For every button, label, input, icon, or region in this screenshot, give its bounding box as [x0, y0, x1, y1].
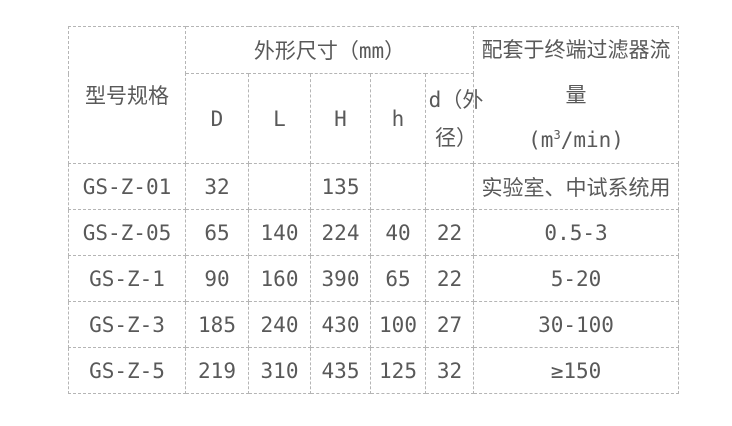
dim-cell-L: 160: [248, 255, 311, 302]
spec-table-container: 型号规格 外形尺寸（mm） 配套于终端过滤器流量 (m3/min) D L H …: [68, 26, 680, 394]
dimensions-group-header-cell: 外形尺寸（mm）: [184, 26, 475, 74]
dim-col-header-D: D: [185, 73, 249, 164]
dim-cell-d: 22: [424, 255, 475, 302]
dim-col-header-h: h: [370, 73, 426, 164]
dim-cell-h: 100: [370, 301, 426, 348]
flow-header-unit: (m3/min): [474, 118, 678, 163]
table-row: GS-Z-5 219 310 435 125 32 ≥150: [68, 347, 680, 394]
dim-cell-H: 135: [310, 163, 371, 210]
dim-cell-L: 140: [248, 209, 311, 256]
dim-cell-D: 219: [185, 347, 249, 394]
model-cell: GS-Z-3: [68, 301, 186, 348]
model-cell: GS-Z-05: [68, 209, 186, 256]
dim-cell-D: 32: [185, 163, 249, 210]
table-row: GS-Z-3 185 240 430 100 27 30-100: [68, 301, 680, 348]
header-row-1: 型号规格 外形尺寸（mm） 配套于终端过滤器流量 (m3/min): [68, 26, 680, 164]
dim-cell-L: 240: [248, 301, 311, 348]
flow-cell: 实验室、中试系统用: [473, 163, 680, 210]
dim-col-header-d: d（外径）: [424, 73, 483, 164]
dim-cell-D: 185: [185, 301, 249, 348]
dim-cell-H: 224: [310, 209, 371, 256]
dim-cell-L: 310: [248, 347, 311, 394]
flow-cell: 30-100: [473, 301, 680, 348]
spec-table: 型号规格 外形尺寸（mm） 配套于终端过滤器流量 (m3/min) D L H …: [68, 26, 680, 394]
header-row-2: D L H h d（外径）: [69, 73, 679, 164]
dim-cell-H: 435: [310, 347, 371, 394]
dim-cell-h: [370, 163, 426, 210]
dim-col-header-L: L: [248, 73, 311, 164]
model-cell: GS-Z-01: [68, 163, 186, 210]
flow-unit-superscript: 3: [553, 127, 561, 142]
flow-header-title: 配套于终端过滤器流量: [481, 37, 671, 107]
dim-cell-h: 40: [370, 209, 426, 256]
model-cell: GS-Z-5: [68, 347, 186, 394]
dim-cell-L: [248, 163, 311, 210]
flow-unit-prefix: (m: [528, 127, 554, 152]
flow-unit-suffix: /min): [560, 127, 624, 152]
flow-header-cell: 配套于终端过滤器流量 (m3/min): [473, 26, 680, 164]
flow-cell: ≥150: [473, 347, 680, 394]
dim-cell-D: 90: [185, 255, 249, 302]
model-cell: GS-Z-1: [68, 255, 186, 302]
dim-cell-d: 22: [424, 209, 475, 256]
model-header-cell: 型号规格: [68, 26, 186, 164]
dim-cell-H: 430: [310, 301, 371, 348]
table-row: GS-Z-05 65 140 224 40 22 0.5-3: [68, 209, 680, 256]
dim-cell-d: [424, 163, 475, 210]
dim-cell-H: 390: [310, 255, 371, 302]
dim-cell-d: 32: [424, 347, 475, 394]
dim-col-header-d-label: d（外径）: [428, 87, 484, 150]
flow-cell: 0.5-3: [473, 209, 680, 256]
dim-cell-D: 65: [185, 209, 249, 256]
dim-cell-h: 65: [370, 255, 426, 302]
dim-cell-d: 27: [424, 301, 475, 348]
flow-cell: 5-20: [473, 255, 680, 302]
dim-cell-h: 125: [370, 347, 426, 394]
dim-col-header-H: H: [310, 73, 371, 164]
table-row: GS-Z-01 32 135 实验室、中试系统用: [68, 163, 680, 210]
table-row: GS-Z-1 90 160 390 65 22 5-20: [68, 255, 680, 302]
